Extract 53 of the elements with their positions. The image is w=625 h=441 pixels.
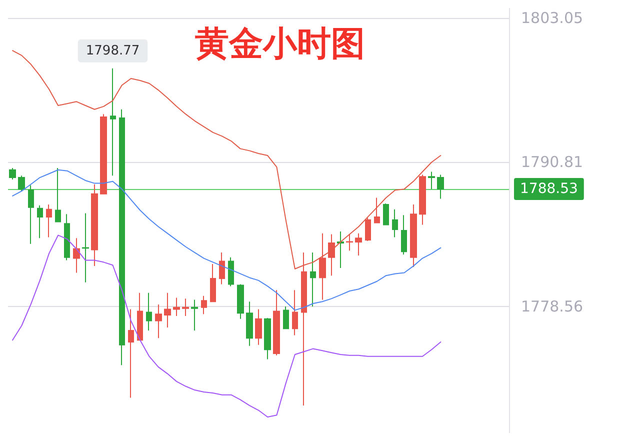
candlestick: [155, 304, 162, 339]
line-series: [12, 234, 442, 418]
candlestick: [18, 175, 25, 192]
candlestick: [283, 306, 289, 330]
candlestick: [37, 204, 43, 239]
candlestick: [201, 295, 207, 315]
candlestick: [28, 184, 34, 244]
candlestick: [137, 292, 143, 341]
line-series: [12, 169, 442, 311]
candlestick: [374, 197, 380, 224]
candlestick: [355, 232, 362, 256]
candlestick: [365, 217, 371, 242]
candlestick: [419, 174, 426, 226]
candlestick: [46, 204, 52, 238]
candlestick: [346, 234, 353, 252]
candlestick: [100, 114, 107, 194]
candlestick: [246, 301, 253, 346]
candlestick: [219, 252, 225, 285]
candlestick: [128, 308, 134, 398]
candlestick: [64, 214, 70, 261]
candlestick: [146, 292, 152, 331]
text: 黄金小时图: [195, 24, 365, 64]
y-tick-label: 1790.81: [521, 153, 584, 172]
candlestick: [91, 184, 98, 267]
candlestick: [410, 204, 417, 268]
candlestick: [264, 317, 271, 360]
candlestick: [437, 174, 444, 200]
candlestick: [191, 299, 198, 331]
candlestick: [383, 203, 389, 226]
candlestick: [119, 108, 125, 366]
candlestick: [337, 230, 344, 268]
candlestick: [173, 297, 180, 316]
ref-line-label: 1788.53: [520, 180, 578, 197]
candlestick: [237, 284, 244, 320]
y-tick-label: 1803.05: [521, 9, 584, 28]
candlestick: [110, 68, 116, 176]
candlestick: [82, 212, 89, 283]
candlestick: [210, 264, 216, 302]
candlestick: [55, 167, 61, 222]
candlestick: [228, 256, 234, 287]
candlestick: [392, 208, 398, 238]
candlestick: [164, 292, 171, 328]
y-tick-label: 1778.56: [521, 297, 584, 316]
candlestick: [9, 167, 16, 180]
candlestick: [73, 238, 80, 274]
candlestick: [273, 290, 280, 356]
annotation: 1798.77: [86, 43, 140, 58]
candlestick: [182, 298, 189, 316]
candlestick: [428, 171, 435, 190]
candlestick: [401, 214, 407, 256]
candlestick: [255, 308, 262, 346]
candlestick: [310, 252, 316, 307]
candlestick: [292, 290, 298, 336]
